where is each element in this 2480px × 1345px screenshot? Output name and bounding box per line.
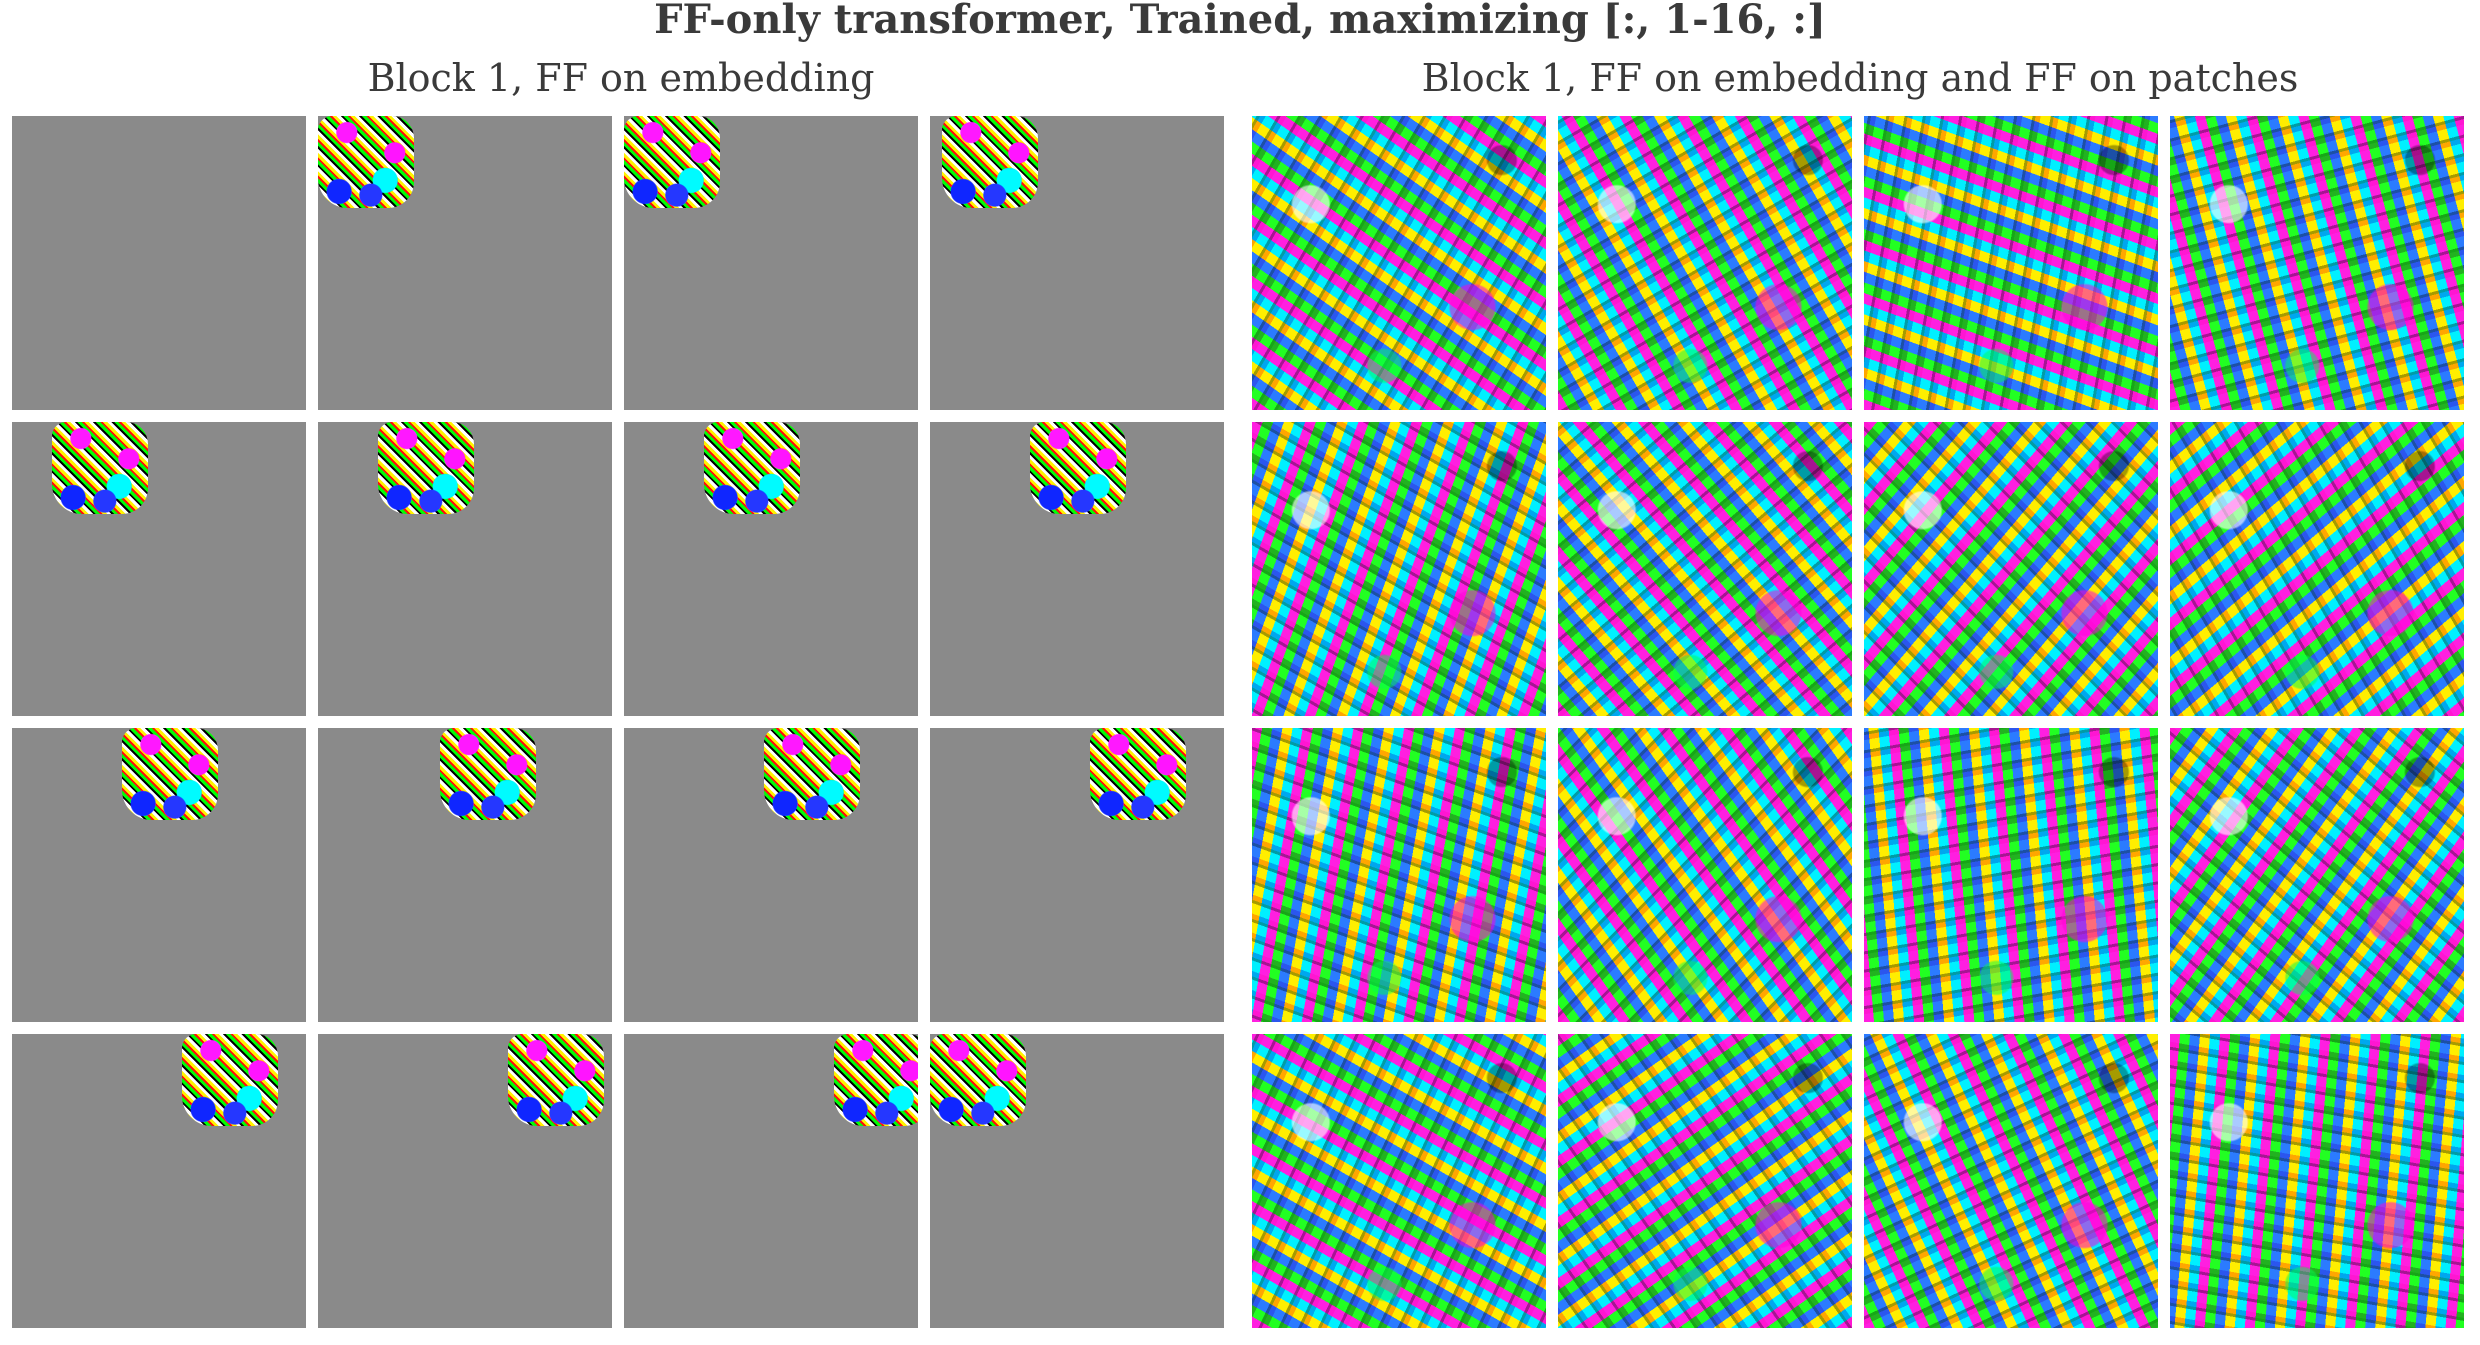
feature-visualization-image [624,728,918,1022]
feature-visualization-image [2170,116,2464,410]
image-grid-ff-on-embedding-and-patches [1252,116,2464,1328]
activation-patch [624,116,720,208]
activation-patch [508,1034,604,1126]
activation-patch [440,728,536,820]
feature-visualization-image [12,1034,306,1328]
feature-visualization-image [1864,116,2158,410]
feature-visualization-image [1558,728,1852,1022]
feature-visualization-image [318,422,612,716]
feature-visualization-image [1558,422,1852,716]
panel-title-right: Block 1, FF on embedding and FF on patch… [1421,56,2299,100]
activation-patch [52,422,148,514]
feature-visualization-image [1864,422,2158,716]
feature-visualization-image [1252,116,1546,410]
feature-visualization-image [930,1034,1224,1328]
panel-title-left: Block 1, FF on embedding [367,56,875,100]
feature-visualization-image [624,1034,918,1328]
feature-visualization-image [930,728,1224,1022]
feature-visualization-image [1558,1034,1852,1328]
activation-patch [378,422,474,514]
feature-visualization-image [318,728,612,1022]
feature-visualization-image [1558,116,1852,410]
feature-visualization-image [12,728,306,1022]
feature-visualization-image [1252,1034,1546,1328]
feature-visualization-image [1864,1034,2158,1328]
activation-patch [182,1034,278,1126]
activation-patch [930,1034,1026,1126]
feature-visualization-image [624,116,918,410]
feature-visualization-image [2170,1034,2464,1328]
feature-visualization-image [12,116,306,410]
activation-patch [834,1034,918,1126]
activation-patch [318,116,414,208]
image-grid-ff-on-embedding [12,116,1224,1328]
feature-visualization-image [930,422,1224,716]
feature-visualization-image [318,116,612,410]
feature-visualization-image [2170,422,2464,716]
activation-patch [1090,728,1186,820]
activation-patch [704,422,800,514]
feature-visualization-image [1864,728,2158,1022]
feature-visualization-image [318,1034,612,1328]
activation-patch [942,116,1038,208]
figure-title: FF-only transformer, Trained, maximizing… [654,0,1826,43]
feature-visualization-image [12,422,306,716]
activation-patch [122,728,218,820]
activation-patch [764,728,860,820]
feature-visualization-image [930,116,1224,410]
feature-visualization-image [1252,422,1546,716]
feature-visualization-image [624,422,918,716]
feature-visualization-image [2170,728,2464,1022]
feature-visualization-image [1252,728,1546,1022]
activation-patch [1030,422,1126,514]
